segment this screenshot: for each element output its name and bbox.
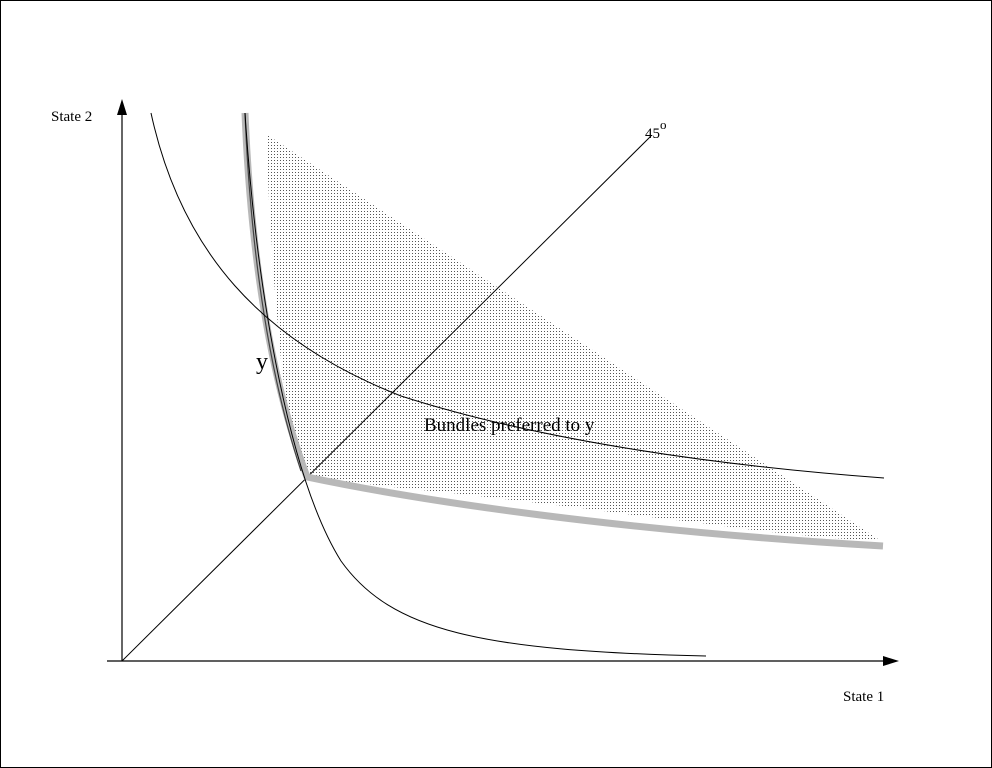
preferred-region (266, 134, 881, 541)
region-label: Bundles preferred to y (424, 415, 595, 436)
diagonal-degree-sign: o (660, 117, 667, 132)
kinked-boundary-core (244, 112, 302, 472)
x-axis-arrowhead (883, 656, 899, 666)
steep-indifference-curve (244, 112, 707, 657)
diagonal-label: 45 (645, 126, 660, 142)
y-axis-label: State 2 (51, 109, 92, 125)
point-y-label: y (256, 349, 268, 375)
y-axis-arrowhead (117, 99, 127, 115)
certainty-line-45 (121, 135, 652, 662)
x-axis-label: State 1 (843, 689, 884, 705)
flat-indifference-curve (150, 112, 885, 479)
